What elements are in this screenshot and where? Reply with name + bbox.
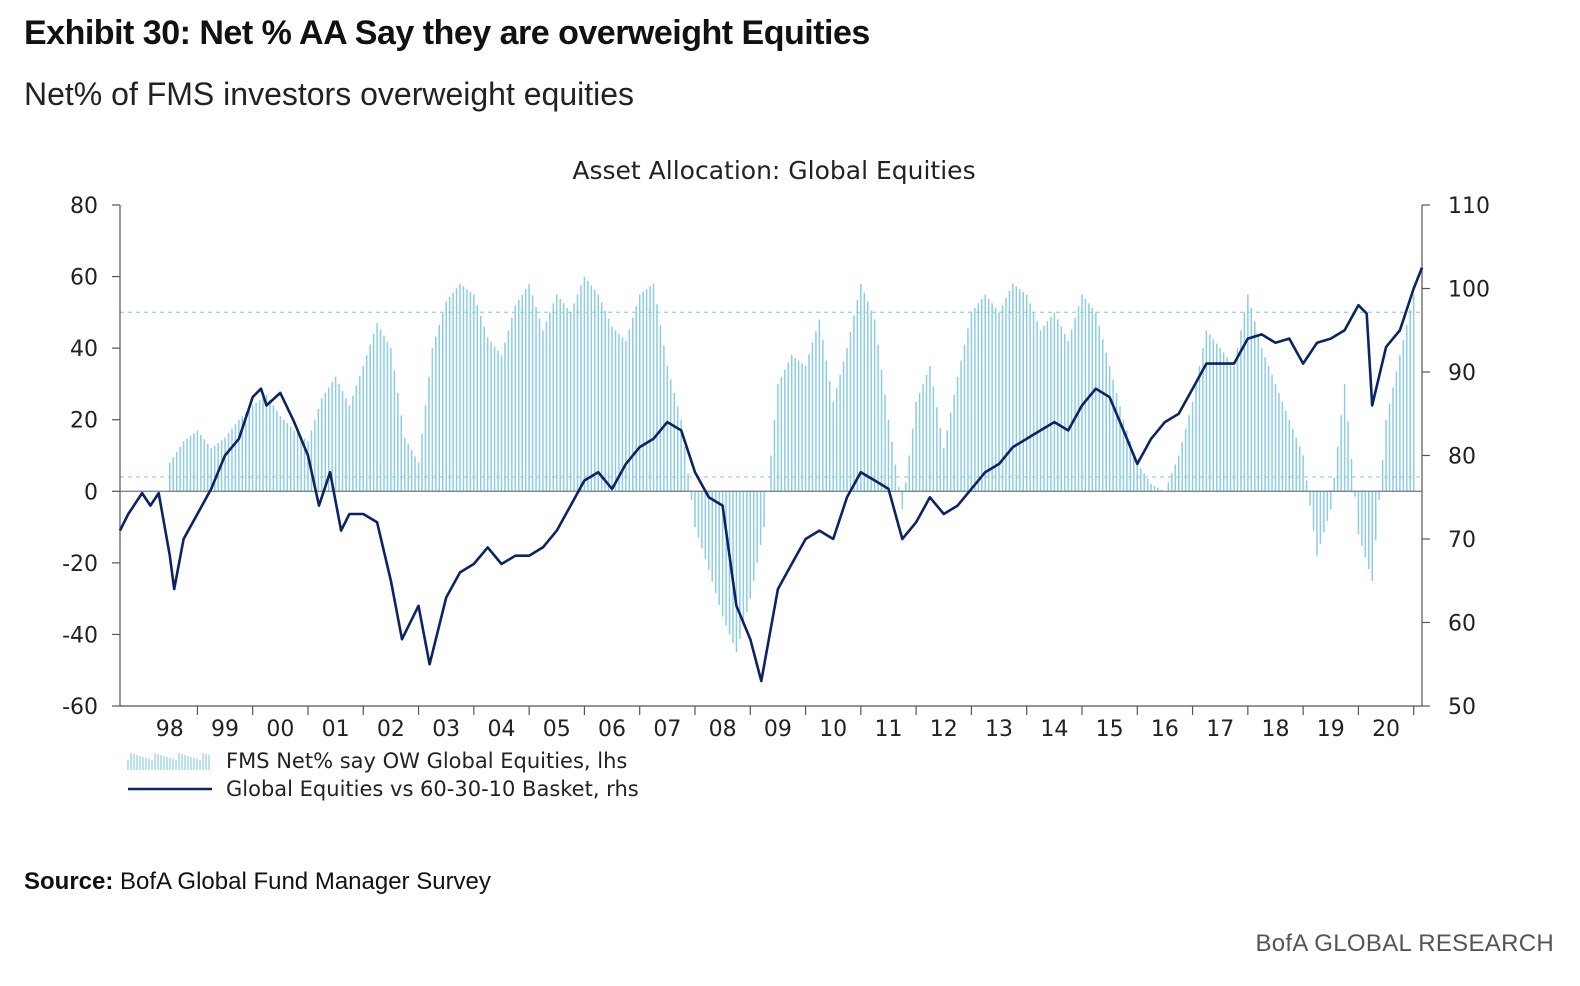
legend: FMS Net% say OW Global Equities, lhs Glo… [127, 749, 639, 801]
y-right-tick-label: 90 [1448, 361, 1476, 386]
x-tick-label: 16 [1151, 717, 1179, 742]
y-left-tick-label: -60 [62, 695, 98, 720]
x-tick-label: 20 [1372, 717, 1400, 742]
y-left-tick-label: 80 [70, 194, 98, 219]
x-tick-label: 11 [874, 717, 902, 742]
y-right-tick-label: 110 [1448, 194, 1490, 219]
x-tick-label: 19 [1317, 717, 1345, 742]
chart-title: Asset Allocation: Global Equities [572, 156, 975, 185]
x-tick-label: 08 [709, 717, 737, 742]
x-tick-label: 98 [156, 717, 184, 742]
source-note: Source: BofA Global Fund Manager Survey [24, 868, 491, 896]
x-tick-label: 99 [211, 717, 239, 742]
y-right-tick-label: 100 [1448, 278, 1490, 303]
y-left-tick-label: 60 [70, 266, 98, 291]
legend-bar-label: FMS Net% say OW Global Equities, lhs [226, 749, 627, 773]
x-tick-label: 09 [764, 717, 792, 742]
bar-series [169, 276, 1415, 653]
x-tick-label: 02 [377, 717, 405, 742]
x-tick-label: 17 [1206, 717, 1234, 742]
y-left-tick-label: 40 [70, 337, 98, 362]
y-left-tick-label: -40 [62, 623, 98, 648]
y-left-tick-label: -20 [62, 552, 98, 577]
y-right-tick-label: 70 [1448, 528, 1476, 553]
x-tick-label: 12 [930, 717, 958, 742]
brand-footer: BofA GLOBAL RESEARCH [1255, 930, 1554, 957]
x-tick-label: 18 [1261, 717, 1289, 742]
x-tick-label: 07 [653, 717, 681, 742]
source-text: BofA Global Fund Manager Survey [120, 868, 491, 895]
source-label: Source: [24, 868, 114, 895]
y-left-tick-label: 0 [84, 480, 98, 505]
line-series [118, 267, 1424, 683]
y-right-tick-label: 80 [1448, 445, 1476, 470]
x-tick-label: 00 [266, 717, 294, 742]
x-tick-label: 06 [598, 717, 626, 742]
x-tick-label: 01 [322, 717, 350, 742]
x-tick-label: 03 [432, 717, 460, 742]
x-tick-label: 05 [543, 717, 571, 742]
x-tick-label: 15 [1096, 717, 1124, 742]
exhibit-subtitle: Net% of FMS investors overweight equitie… [24, 76, 635, 112]
exhibit-title: Exhibit 30: Net % AA Say they are overwe… [24, 14, 870, 52]
chart: Asset Allocation: Global Equities 80 60 40… [62, 156, 1490, 801]
axes: 80 60 40 20 0 -20 -40 -60 110 100 90 80 70 60 50 98 99 00… [62, 194, 1490, 742]
y-right-tick-label: 60 [1448, 612, 1476, 637]
y-right-tick-label: 50 [1448, 695, 1476, 720]
legend-line-label: Global Equities vs 60-30-10 Basket, rhs [226, 777, 639, 801]
y-left-tick-label: 20 [70, 409, 98, 434]
legend-bar-swatch [127, 753, 210, 770]
x-tick-label: 04 [487, 717, 515, 742]
x-tick-label: 14 [1040, 717, 1068, 742]
x-tick-label: 13 [985, 717, 1013, 742]
x-tick-label: 10 [819, 717, 847, 742]
